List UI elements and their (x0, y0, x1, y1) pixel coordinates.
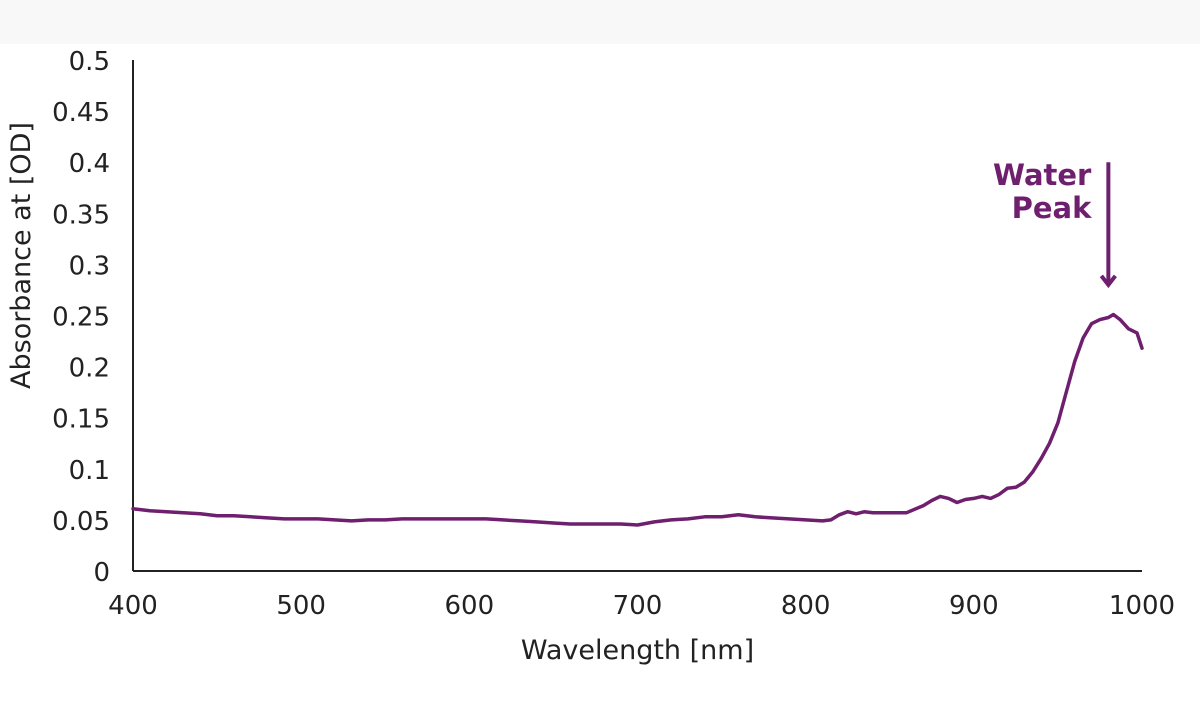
y-tick-label: 0.1 (69, 456, 110, 486)
y-tick-label: 0.25 (52, 303, 110, 333)
x-tick-label: 1000 (1109, 591, 1175, 621)
x-tick-label: 500 (276, 591, 326, 621)
y-tick-label: 0 (93, 558, 110, 588)
x-tick-labels: 400 500 600 700 800 900 1000 (108, 591, 1175, 621)
y-tick-label: 0.5 (69, 47, 110, 77)
y-axis-title: Absorbance at [OD] (6, 122, 37, 389)
series-layer (131, 312, 1144, 527)
y-tick-label: 0.2 (69, 354, 110, 384)
x-tick-label: 900 (949, 591, 999, 621)
y-tick-label: 0.45 (52, 98, 110, 128)
x-tick-label: 400 (108, 591, 158, 621)
y-tick-label: 0.15 (52, 405, 110, 435)
annotation-layer: Water Peak (993, 158, 1117, 289)
annotation-label-water: Water (993, 158, 1092, 192)
annotation-arrow-head-icon (1099, 274, 1117, 289)
y-tick-label: 0.35 (52, 200, 110, 230)
top-band (0, 0, 1200, 44)
absorbance-series-line (131, 312, 1144, 527)
x-tick-label: 600 (445, 591, 495, 621)
y-tick-label: 0.05 (52, 507, 110, 537)
y-tick-label: 0.3 (69, 251, 110, 281)
x-tick-label: 700 (613, 591, 663, 621)
y-tick-labels: 0 0.05 0.1 0.15 0.2 0.25 0.3 0.35 0.4 0.45 0.5 (52, 47, 110, 588)
x-tick-label: 800 (781, 591, 831, 621)
y-tick-label: 0.4 (69, 149, 110, 179)
annotation-label-peak: Peak (1012, 191, 1092, 225)
x-axis-title: Wavelength [nm] (521, 635, 754, 666)
